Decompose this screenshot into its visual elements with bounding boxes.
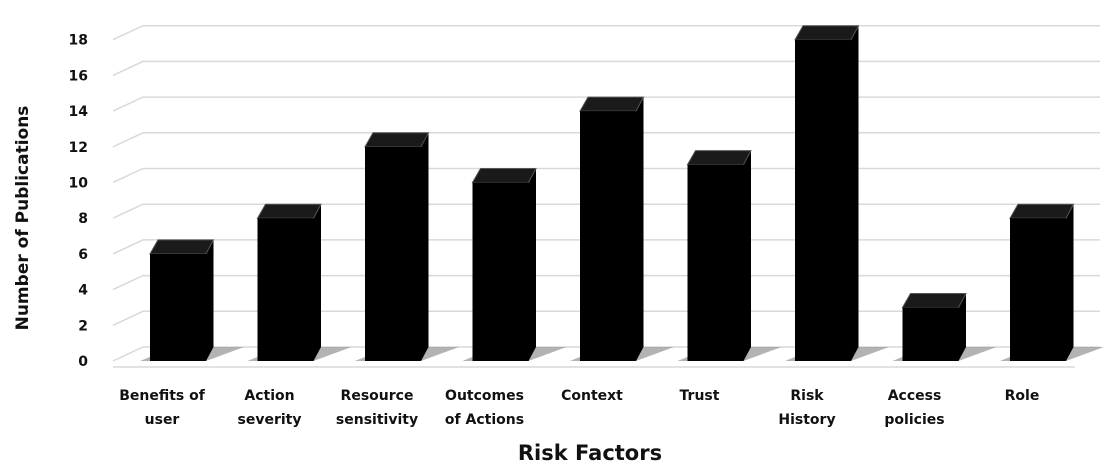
x-category-label: Trust <box>680 388 720 404</box>
bar <box>1009 203 1075 361</box>
bar <box>256 203 322 361</box>
x-category-label: Access policies <box>884 388 944 428</box>
gridline <box>112 132 1100 148</box>
gridline <box>112 310 1100 326</box>
x-category-label: Outcomes of Actions <box>445 388 524 428</box>
x-category-label: Risk History <box>778 388 835 428</box>
y-tick-label: 0 <box>78 354 88 370</box>
x-category-label: Role <box>1005 388 1040 404</box>
gridline <box>112 60 1100 77</box>
x-category-label: Action severity <box>238 388 302 428</box>
gridline <box>112 96 1100 112</box>
y-tick-label: 10 <box>69 176 89 192</box>
bars <box>149 25 1075 361</box>
y-tick-label: 14 <box>69 104 89 120</box>
y-tick-labels: 0 2 4 6 8 10 12 14 16 18 <box>69 33 89 370</box>
bar <box>579 96 645 361</box>
y-axis-title: Number of Publications <box>13 106 33 331</box>
bar <box>364 132 430 361</box>
gridline <box>112 239 1100 255</box>
gridline <box>112 24 1100 41</box>
y-tick-label: 8 <box>78 211 88 227</box>
gridline <box>112 203 1100 219</box>
y-tick-label: 6 <box>78 247 88 263</box>
y-tick-label: 12 <box>69 140 88 156</box>
gridlines <box>112 24 1100 368</box>
bar <box>901 292 967 361</box>
y-tick-label: 18 <box>69 33 88 49</box>
y-tick-label: 16 <box>69 68 88 84</box>
x-category-labels: Benefits of user Action severity Resource sen… <box>119 388 1039 428</box>
x-category-label: Benefits of user <box>119 388 206 428</box>
x-axis-title: Risk Factors <box>518 441 662 465</box>
bar <box>686 150 752 361</box>
gridline <box>112 167 1100 184</box>
bar <box>471 168 537 361</box>
x-category-label: Context <box>561 388 623 404</box>
gridline <box>112 274 1100 291</box>
y-tick-label: 2 <box>78 318 88 334</box>
x-category-label: Resource sensitivity <box>336 388 418 428</box>
bar <box>794 25 860 361</box>
bar <box>149 239 215 361</box>
y-tick-label: 4 <box>78 283 88 299</box>
